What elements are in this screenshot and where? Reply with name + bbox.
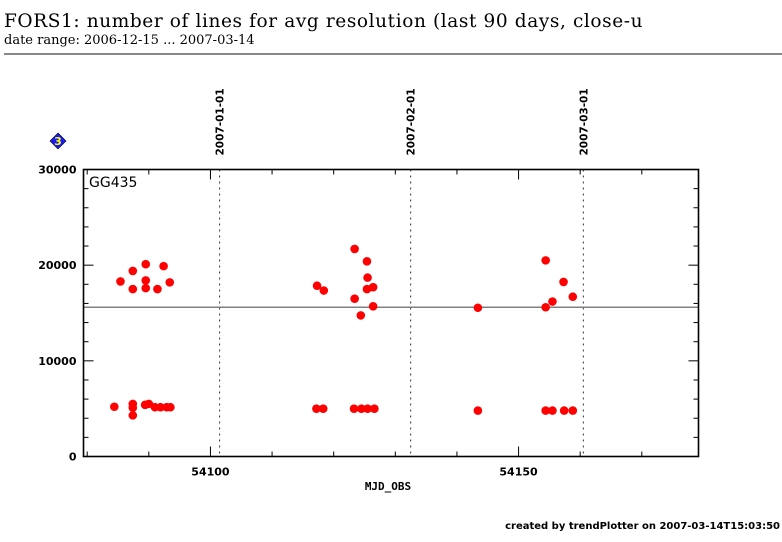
data-point [141,259,151,269]
data-point [548,297,557,306]
data-point [156,402,165,412]
plot-border [82,168,700,458]
data-point [559,406,569,415]
y-tick-label: 0 [69,451,77,464]
data-point [350,244,359,254]
badge-number: 3 [54,135,62,148]
data-point [350,294,359,303]
data-point [141,276,151,285]
date-marker-label: 2007-02-01 [406,88,418,155]
data-point [159,261,168,271]
data-point [473,406,483,415]
date-markers: 2007-01-01 2007-02-01 2007-03-01 [215,88,590,457]
data-point [128,266,138,276]
data-point [319,286,329,295]
y-tick-label: 20000 [38,259,77,272]
data-point [548,406,557,415]
data-point [541,302,550,312]
data-point [166,402,175,412]
data-point [370,404,379,413]
blue-diamond-icon [49,132,67,150]
data-point [356,311,366,320]
data-point [128,403,138,413]
data-point [541,406,550,415]
date-range-subtitle: date range: 2006-12-15 ... 2007-03-14 [4,33,255,48]
x-tick-label: 54100 [191,466,230,479]
data-point [363,273,372,282]
data-point [128,284,138,294]
data-point [363,404,372,413]
data-point [153,284,162,294]
data-point [349,404,359,413]
plot-frame [82,168,700,458]
data-point [357,404,366,413]
data-point [362,257,372,266]
x-axis-label: MJD_OBS [365,480,411,493]
data-point [116,277,125,286]
data-point [368,302,378,311]
data-point [368,282,378,292]
y-tick-label: 10000 [38,355,77,368]
data-point [541,256,550,265]
date-marker-label: 2007-03-01 [578,88,590,155]
data-point [141,283,151,293]
data-point [312,404,321,413]
data-point [568,292,578,302]
chart-title: FORS1: number of lines for avg resolutio… [4,11,644,32]
data-points [110,244,578,420]
axis-labels: 54100 54150 0 10000 20000 30000 [38,164,538,479]
data-point [128,411,138,420]
y-tick-label: 30000 [38,164,77,177]
badge-3: 3 [49,132,67,150]
date-marker-label: 2007-01-01 [215,88,227,155]
data-point [318,404,328,413]
data-point [165,278,175,287]
data-point [568,406,578,415]
data-point [473,303,483,313]
header-divider [4,53,782,55]
series-label: GG435 [89,175,137,191]
axis-ticks [83,169,699,457]
footer-credit: created by trendPlotter on 2007-03-14T15… [505,521,780,532]
data-point [312,281,322,291]
data-point [110,402,119,412]
data-point [559,277,568,287]
x-tick-label: 54150 [499,466,538,479]
